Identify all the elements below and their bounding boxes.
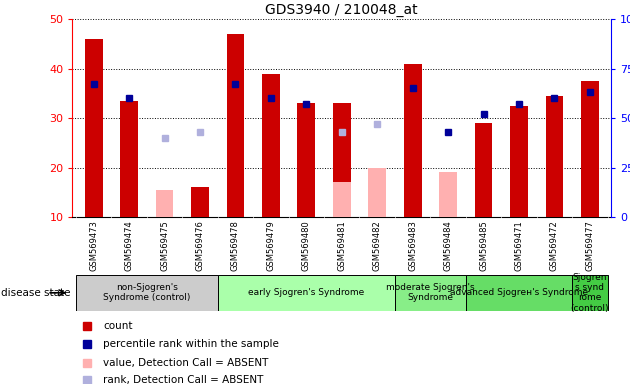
- Text: GSM569471: GSM569471: [515, 220, 524, 271]
- Bar: [227, 34, 244, 217]
- Bar: [218, 275, 395, 311]
- Bar: [85, 39, 103, 217]
- Bar: [466, 275, 572, 311]
- Text: GSM569473: GSM569473: [89, 220, 98, 271]
- Text: GSM569472: GSM569472: [550, 220, 559, 271]
- Text: GSM569485: GSM569485: [479, 220, 488, 271]
- Text: GSM569483: GSM569483: [408, 220, 417, 271]
- Bar: [546, 96, 563, 217]
- Text: GSM569479: GSM569479: [266, 220, 275, 271]
- Bar: [333, 103, 351, 217]
- Bar: [510, 106, 528, 217]
- Text: GSM569476: GSM569476: [195, 220, 205, 271]
- Title: GDS3940 / 210048_at: GDS3940 / 210048_at: [265, 3, 418, 17]
- Text: moderate Sjogren's
Syndrome: moderate Sjogren's Syndrome: [386, 283, 474, 303]
- Text: disease state: disease state: [1, 288, 71, 298]
- Text: count: count: [103, 321, 133, 331]
- Bar: [439, 172, 457, 217]
- Bar: [369, 167, 386, 217]
- Text: GSM569480: GSM569480: [302, 220, 311, 271]
- Bar: [262, 74, 280, 217]
- Text: GSM569475: GSM569475: [160, 220, 169, 271]
- Bar: [156, 190, 173, 217]
- Text: GSM569474: GSM569474: [125, 220, 134, 271]
- Bar: [191, 187, 209, 217]
- Text: non-Sjogren's
Syndrome (control): non-Sjogren's Syndrome (control): [103, 283, 190, 303]
- Text: Sjogren
s synd
rome
(control): Sjogren s synd rome (control): [571, 273, 609, 313]
- Text: rank, Detection Call = ABSENT: rank, Detection Call = ABSENT: [103, 376, 264, 384]
- Text: GSM569482: GSM569482: [373, 220, 382, 271]
- Bar: [581, 81, 598, 217]
- Bar: [120, 101, 138, 217]
- Bar: [572, 275, 607, 311]
- Text: early Sjogren's Syndrome: early Sjogren's Syndrome: [248, 288, 365, 297]
- Text: percentile rank within the sample: percentile rank within the sample: [103, 339, 279, 349]
- Text: GSM569484: GSM569484: [444, 220, 452, 271]
- Text: GSM569477: GSM569477: [585, 220, 594, 271]
- Bar: [333, 182, 351, 217]
- Text: GSM569481: GSM569481: [337, 220, 346, 271]
- Bar: [76, 275, 218, 311]
- Bar: [395, 275, 466, 311]
- Bar: [297, 103, 315, 217]
- Bar: [474, 123, 493, 217]
- Bar: [439, 172, 457, 217]
- Text: GSM569478: GSM569478: [231, 220, 240, 271]
- Text: value, Detection Call = ABSENT: value, Detection Call = ABSENT: [103, 358, 268, 368]
- Bar: [404, 64, 421, 217]
- Text: advanced Sjogrен's Syndrome: advanced Sjogrен's Syndrome: [450, 288, 588, 297]
